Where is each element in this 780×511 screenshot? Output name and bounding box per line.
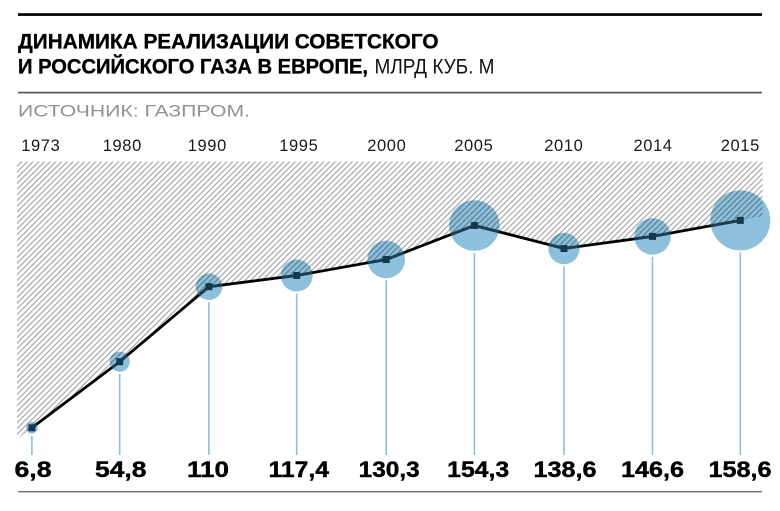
svg-text:54,8: 54,8 bbox=[95, 457, 147, 482]
svg-text:138,6: 138,6 bbox=[534, 457, 597, 482]
svg-text:117,4: 117,4 bbox=[269, 457, 330, 482]
svg-text:154,3: 154,3 bbox=[447, 457, 509, 482]
svg-text:2010: 2010 bbox=[544, 137, 583, 155]
svg-text:2015: 2015 bbox=[721, 137, 760, 155]
svg-text:146,6: 146,6 bbox=[621, 457, 684, 482]
svg-text:110: 110 bbox=[187, 457, 229, 482]
svg-text:1995: 1995 bbox=[279, 137, 318, 155]
svg-text:И РОССИЙСКОГО ГАЗА В ЕВРОПЕ,: И РОССИЙСКОГО ГАЗА В ЕВРОПЕ, bbox=[18, 55, 368, 79]
svg-text:158,6: 158,6 bbox=[709, 457, 772, 482]
svg-text:1990: 1990 bbox=[188, 137, 227, 155]
svg-text:130,3: 130,3 bbox=[359, 457, 420, 482]
svg-text:1973: 1973 bbox=[21, 137, 60, 155]
svg-text:6,8: 6,8 bbox=[15, 457, 52, 482]
svg-text:ИСТОЧНИК: ГАЗПРОМ.: ИСТОЧНИК: ГАЗПРОМ. bbox=[18, 102, 250, 121]
svg-text:ДИНАМИКА РЕАЛИЗАЦИИ СОВЕТСКОГО: ДИНАМИКА РЕАЛИЗАЦИИ СОВЕТСКОГО bbox=[18, 31, 439, 54]
svg-text:2005: 2005 bbox=[454, 137, 493, 155]
svg-text:2000: 2000 bbox=[367, 137, 406, 155]
svg-text:МЛРД КУБ. М: МЛРД КУБ. М bbox=[375, 56, 495, 79]
svg-text:2014: 2014 bbox=[633, 137, 672, 155]
svg-text:1980: 1980 bbox=[103, 137, 142, 155]
